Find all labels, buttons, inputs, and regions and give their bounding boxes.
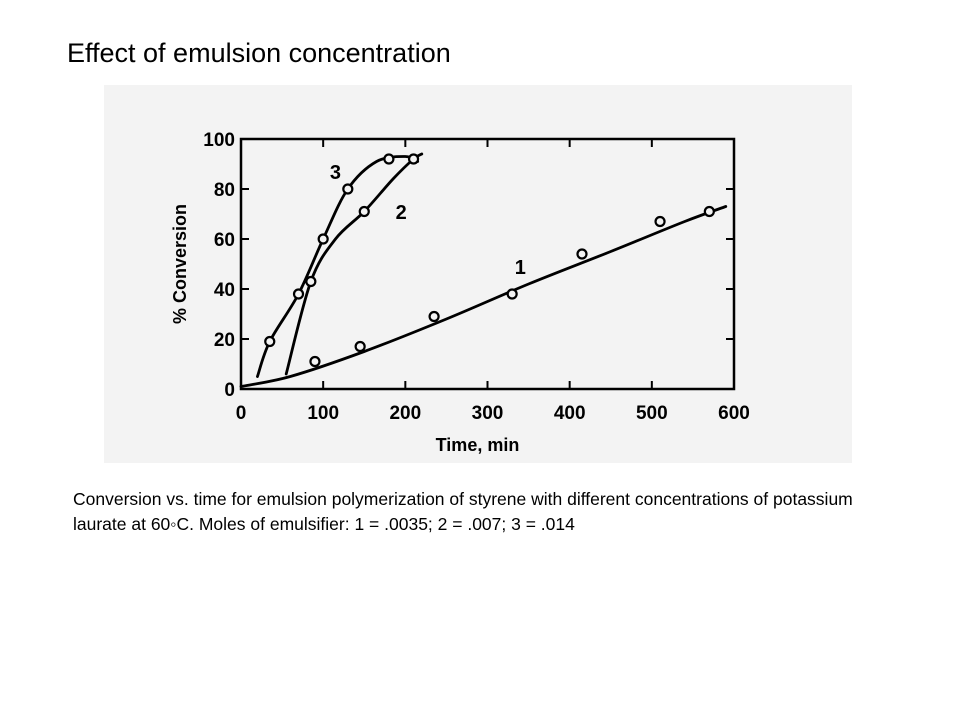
series-1-point (576, 248, 588, 260)
x-axis-label: Time, min (436, 435, 520, 455)
y-tick-label: 40 (214, 280, 235, 301)
plot-frame (239, 137, 736, 391)
series-1-point (654, 215, 666, 228)
slide-title: Effect of emulsion concentration (67, 38, 451, 68)
series-1-point (354, 340, 366, 353)
series-2-point (358, 205, 370, 218)
chart-figure: 0 100 200 300 400 500 600 0 20 40 60 80 100 Time, min… (104, 85, 852, 463)
series-2-point (407, 153, 420, 165)
x-tick-label: 500 (636, 403, 668, 424)
y-tick-label: 100 (203, 130, 235, 151)
series-3-point (383, 153, 395, 165)
series-1-point (506, 288, 518, 300)
y-tick-label: 80 (214, 180, 235, 201)
series-3-point (342, 183, 354, 195)
x-tick-label: 200 (389, 403, 421, 424)
figure-caption: Conversion vs. time for emulsion polymer… (73, 489, 853, 534)
series-3-point (292, 288, 305, 300)
series-3-label: 3 (330, 162, 341, 184)
series-3-point (264, 335, 276, 348)
series-2-line (284, 152, 424, 376)
series-1-label: 1 (515, 257, 526, 279)
x-tick-label: 400 (554, 403, 586, 424)
series-1-point (428, 310, 440, 323)
y-tick-label: 20 (214, 330, 235, 351)
series-1-line (239, 205, 728, 388)
conversion-chart: 0 100 200 300 400 500 600 0 20 40 60 80 100 Time, min… (170, 130, 750, 455)
x-tick-label: 300 (472, 403, 504, 424)
series-1-point (309, 355, 321, 368)
series-3-line (256, 155, 420, 378)
series-2-label: 2 (396, 202, 407, 224)
x-tick-label: 600 (718, 403, 750, 424)
series-3-point (317, 233, 329, 245)
x-tick-label: 100 (307, 403, 339, 424)
y-axis-label: % Conversion (170, 204, 190, 324)
x-tick-label: 0 (236, 403, 247, 424)
series-1-point (703, 205, 715, 218)
y-tick-label: 0 (224, 380, 235, 401)
series-2-point (305, 275, 317, 288)
y-tick-label: 60 (214, 230, 235, 251)
